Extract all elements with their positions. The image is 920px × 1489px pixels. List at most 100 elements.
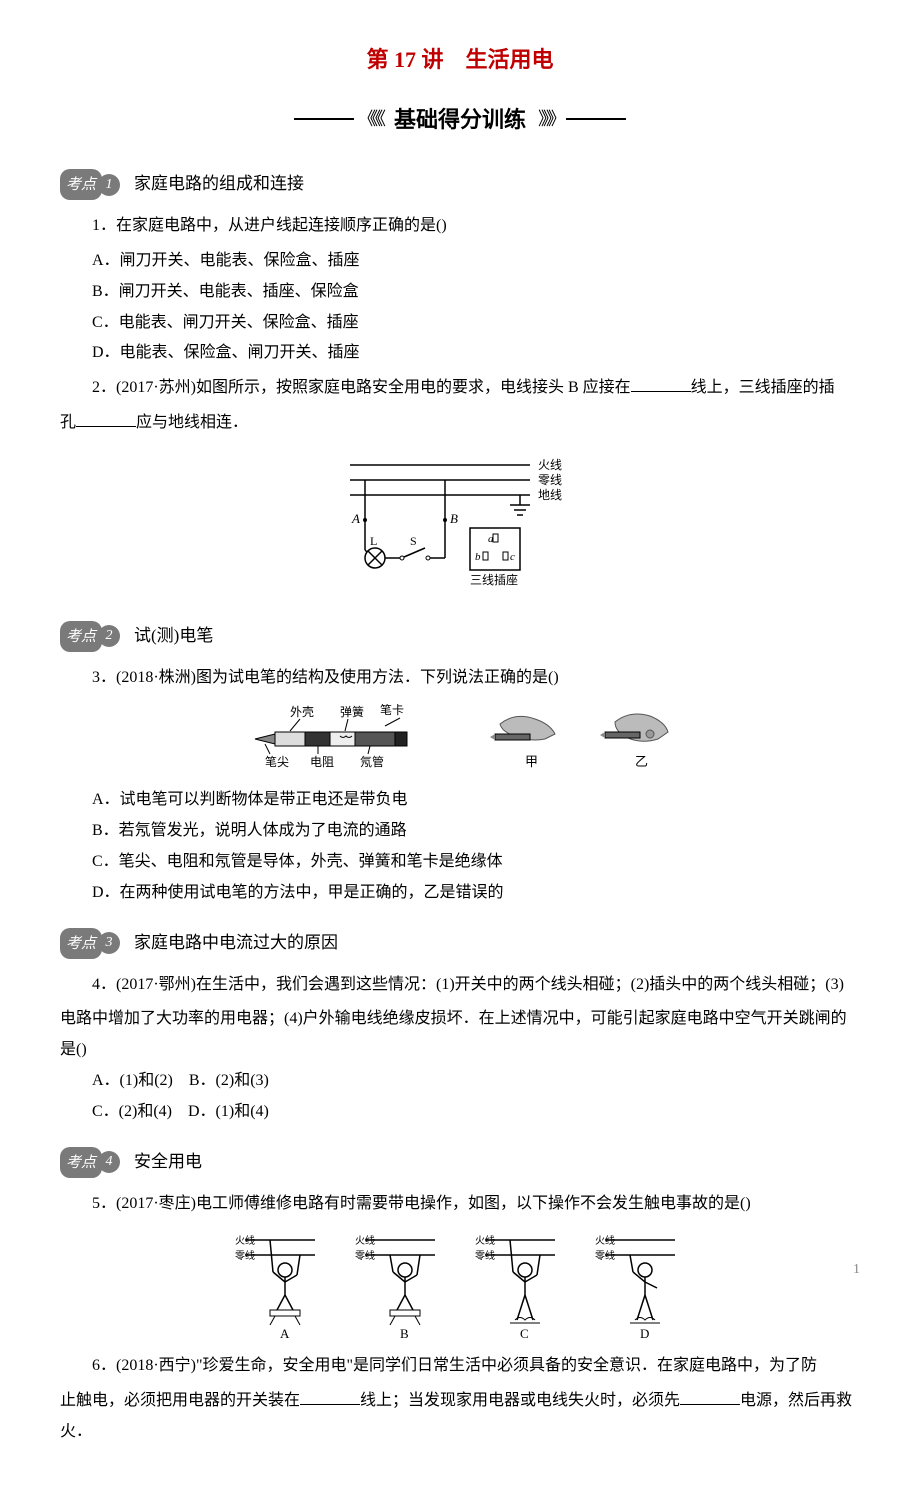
electrician-c: 火线 零线 C [475, 1230, 565, 1340]
q3-stem: 3．(2018·株洲)图为试电笔的结构及使用方法．下列说法正确的是() [60, 664, 860, 693]
topic-2: 考点 2 试(测)电笔 [60, 621, 860, 652]
svg-text:S: S [410, 534, 417, 548]
topic-4: 考点 4 安全用电 [60, 1147, 860, 1178]
q6-text-d: 电源，然后再救 [740, 1392, 852, 1409]
q2-text-b: 线上，三线插座的插 [691, 379, 835, 396]
q2-blank-2 [76, 411, 136, 427]
pen-diagram: 外壳 弹簧 笔卡 笔尖 电阻 氖管 [240, 704, 460, 774]
svg-text:C: C [520, 1326, 529, 1340]
topic-title-3: 家庭电路中电流过大的原因 [134, 928, 338, 959]
q1-opt-a: A．闸刀开关、电能表、保险盒、插座 [60, 247, 860, 276]
banner-line-left [294, 118, 354, 120]
q6-stem-e: 火． [60, 1418, 860, 1447]
q5-stem: 5．(2017·枣庄)电工师傅维修电路有时需要带电操作，如图，以下操作不会发生触… [60, 1190, 860, 1219]
q4-stem-a: 4．(2017·鄂州)在生活中，我们会遇到这些情况：(1)开关中的两个线头相碰；… [60, 971, 860, 1000]
q4-opts-cd: C．(2)和(4) D．(1)和(4) [60, 1098, 860, 1127]
svg-text:c: c [510, 551, 515, 563]
electrician-d: 火线 零线 D [595, 1230, 685, 1340]
electrician-b: 火线 零线 B [355, 1230, 445, 1340]
electrician-figure: 火线 零线 A 火线 零线 B 火线 零线 [60, 1230, 860, 1340]
q6-stem-a: 6．(2018·西宁)"珍爱生命，安全用电"是同学们日常生活中必须具备的安全意识… [60, 1352, 860, 1381]
q4-stem-c: 是() [60, 1036, 860, 1065]
svg-text:A: A [280, 1326, 290, 1340]
svg-text:L: L [370, 534, 377, 548]
circuit-figure: 火线 零线 地线 A B L S a b c [60, 450, 860, 601]
q3-opt-d: D．在两种使用试电笔的方法中，甲是正确的，乙是错误的 [60, 879, 860, 908]
q6-cont: 止触电，必须把用电器的开关装在 线上；当发现家用电器或电线失火时，必须先 电源，然后… [60, 1387, 860, 1416]
topic-badge-4: 考点 4 [60, 1147, 120, 1178]
topic-circle-2: 2 [98, 625, 120, 647]
topic-badge-1: 考点 1 [60, 169, 120, 200]
svg-text:甲: 甲 [525, 754, 538, 769]
banner-arrows-right: 》》》 [538, 103, 562, 135]
q6-blank-2 [680, 1389, 740, 1405]
topic-3: 考点 3 家庭电路中电流过大的原因 [60, 928, 860, 959]
circuit-diagram: 火线 零线 地线 A B L S a b c [310, 450, 610, 590]
q3-opt-a: A．试电笔可以判断物体是带正电还是带负电 [60, 786, 860, 815]
q2-stem: 2．(2017·苏州)如图所示，按照家庭电路安全用电的要求，电线接头 B 应接在… [60, 374, 860, 403]
hand-jia: 甲 [490, 704, 570, 774]
topic-title-4: 安全用电 [134, 1147, 202, 1178]
svg-text:b: b [475, 551, 481, 563]
banner-text: 基础得分训练 [394, 100, 526, 140]
svg-text:A: A [351, 511, 360, 526]
q1-opt-b: B．闸刀开关、电能表、插座、保险盒 [60, 278, 860, 307]
svg-text:火线: 火线 [475, 1234, 495, 1247]
pen-figure: 外壳 弹簧 笔卡 笔尖 电阻 氖管 甲 乙 [60, 704, 860, 774]
q4-opts-ab: A．(1)和(2) B．(2)和(3) [60, 1067, 860, 1096]
svg-text:地线: 地线 [538, 488, 562, 502]
banner-arrows-left: 《《《 [358, 103, 382, 135]
svg-text:火线: 火线 [538, 458, 562, 472]
svg-text:零线: 零线 [235, 1249, 255, 1262]
topic-badge-2: 考点 2 [60, 621, 120, 652]
q3-opt-c: C．笔尖、电阻和氖管是导体，外壳、弹簧和笔卡是绝缘体 [60, 848, 860, 877]
topic-pill-2: 考点 [60, 621, 102, 652]
svg-text:D: D [640, 1326, 649, 1340]
topic-1: 考点 1 家庭电路的组成和连接 [60, 169, 860, 200]
svg-text:弹簧: 弹簧 [340, 704, 364, 719]
q2-text-a: 2．(2017·苏州)如图所示，按照家庭电路安全用电的要求，电线接头 B 应接在 [92, 379, 631, 396]
page-title: 第 17 讲 生活用电 [60, 40, 860, 80]
q2-blank-1 [631, 376, 691, 392]
electrician-a: 火线 零线 A [235, 1230, 325, 1340]
svg-text:笔尖: 笔尖 [265, 754, 289, 769]
banner-line-right [566, 118, 626, 120]
q2-cont: 孔 应与地线相连． [60, 409, 860, 438]
svg-text:B: B [450, 511, 458, 526]
topic-pill-1: 考点 [60, 169, 102, 200]
hand-yi: 乙 [600, 704, 680, 774]
svg-text:火线: 火线 [595, 1234, 615, 1247]
q2-text-c: 孔 [60, 414, 76, 431]
topic-circle-3: 3 [98, 932, 120, 954]
svg-text:零线: 零线 [355, 1249, 375, 1262]
topic-circle-4: 4 [98, 1151, 120, 1173]
topic-pill-4: 考点 [60, 1147, 102, 1178]
q3-opt-b: B．若氖管发光，说明人体成为了电流的通路 [60, 817, 860, 846]
q6-text-b: 止触电，必须把用电器的开关装在 [60, 1392, 300, 1409]
svg-text:氖管: 氖管 [360, 754, 384, 769]
page-number: 1 [853, 1257, 860, 1282]
topic-circle-1: 1 [98, 174, 120, 196]
q6-text-c: 线上；当发现家用电器或电线失火时，必须先 [360, 1392, 680, 1409]
svg-text:笔卡: 笔卡 [380, 704, 404, 717]
q6-blank-1 [300, 1389, 360, 1405]
q1-stem: 1．在家庭电路中，从进户线起连接顺序正确的是() [60, 212, 860, 241]
svg-text:乙: 乙 [635, 754, 648, 769]
topic-pill-3: 考点 [60, 928, 102, 959]
q4-stem-b: 电路中增加了大功率的用电器；(4)户外输电线绝缘皮损坏．在上述情况中，可能引起家… [60, 1005, 860, 1034]
section-banner: 《《《 基础得分训练 》》》 [60, 100, 860, 140]
topic-title-2: 试(测)电笔 [134, 621, 213, 652]
svg-text:三线插座: 三线插座 [470, 572, 518, 587]
svg-text:B: B [400, 1326, 409, 1340]
svg-text:火线: 火线 [235, 1234, 255, 1247]
svg-text:零线: 零线 [475, 1249, 495, 1262]
q1-opt-d: D．电能表、保险盒、闸刀开关、插座 [60, 339, 860, 368]
q1-opt-c: C．电能表、闸刀开关、保险盒、插座 [60, 309, 860, 338]
topic-badge-3: 考点 3 [60, 928, 120, 959]
topic-title-1: 家庭电路的组成和连接 [134, 169, 304, 200]
svg-text:零线: 零线 [595, 1249, 615, 1262]
svg-text:零线: 零线 [538, 473, 562, 487]
svg-text:电阻: 电阻 [310, 755, 334, 769]
q2-text-d: 应与地线相连． [136, 414, 248, 431]
svg-text:外壳: 外壳 [290, 705, 314, 719]
